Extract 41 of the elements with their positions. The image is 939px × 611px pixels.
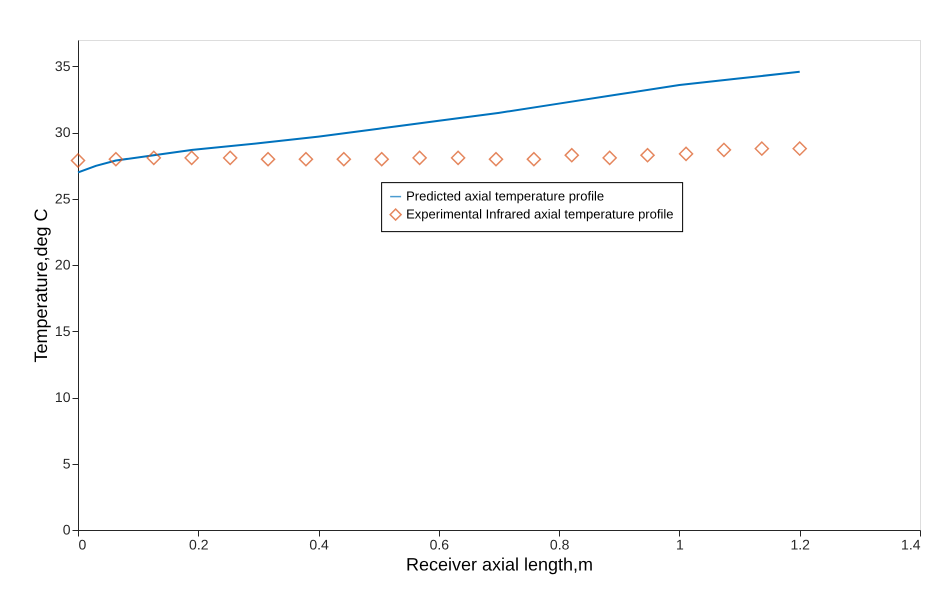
- point: [70, 153, 86, 168]
- point: [450, 150, 466, 166]
- point: [488, 152, 504, 166]
- point: [640, 148, 655, 162]
- point: [374, 152, 389, 166]
- y-tick-label: 10: [54, 389, 71, 406]
- y-tick-label: 15: [54, 322, 71, 339]
- x-tick-label: 1.4: [901, 536, 921, 552]
- point: [108, 152, 124, 166]
- point: [792, 141, 807, 156]
- point: [260, 152, 276, 166]
- point: [602, 150, 617, 166]
- point: [564, 148, 580, 162]
- y-tick-label: 30: [54, 124, 71, 140]
- y-tick-label: 35: [54, 58, 71, 74]
- point: [336, 152, 352, 166]
- y-axis-title: Temperature,deg C: [30, 208, 51, 363]
- legend-label: Experimental Infrared axial temperature profile: [406, 206, 674, 222]
- line-series: [77, 70, 801, 174]
- x-tick-label: 0.6: [430, 536, 450, 552]
- point: [526, 152, 542, 166]
- x-tick-label: 0.8: [550, 536, 570, 552]
- y-tick-label: 0: [62, 522, 71, 538]
- point: [716, 142, 732, 158]
- point: [298, 152, 314, 166]
- x-tick-label: 1: [676, 536, 684, 552]
- legend-label: Predicted axial temperature profile: [406, 188, 604, 204]
- x-axis-title: Receiver axial length,m: [406, 554, 594, 574]
- y-tick-label: 20: [54, 256, 71, 273]
- point: [678, 146, 694, 162]
- y-tick-label: 5: [62, 455, 71, 472]
- x-tick-label: 1.2: [790, 536, 810, 552]
- y-tick-label: 25: [54, 190, 71, 206]
- point: [184, 150, 199, 166]
- point: [146, 150, 162, 166]
- point: [222, 150, 238, 166]
- x-tick-label: 0.4: [309, 536, 330, 552]
- x-tick-label: 0: [78, 536, 86, 552]
- x-tick-label: 0.2: [189, 536, 209, 552]
- point: [754, 141, 770, 156]
- point: [412, 150, 427, 166]
